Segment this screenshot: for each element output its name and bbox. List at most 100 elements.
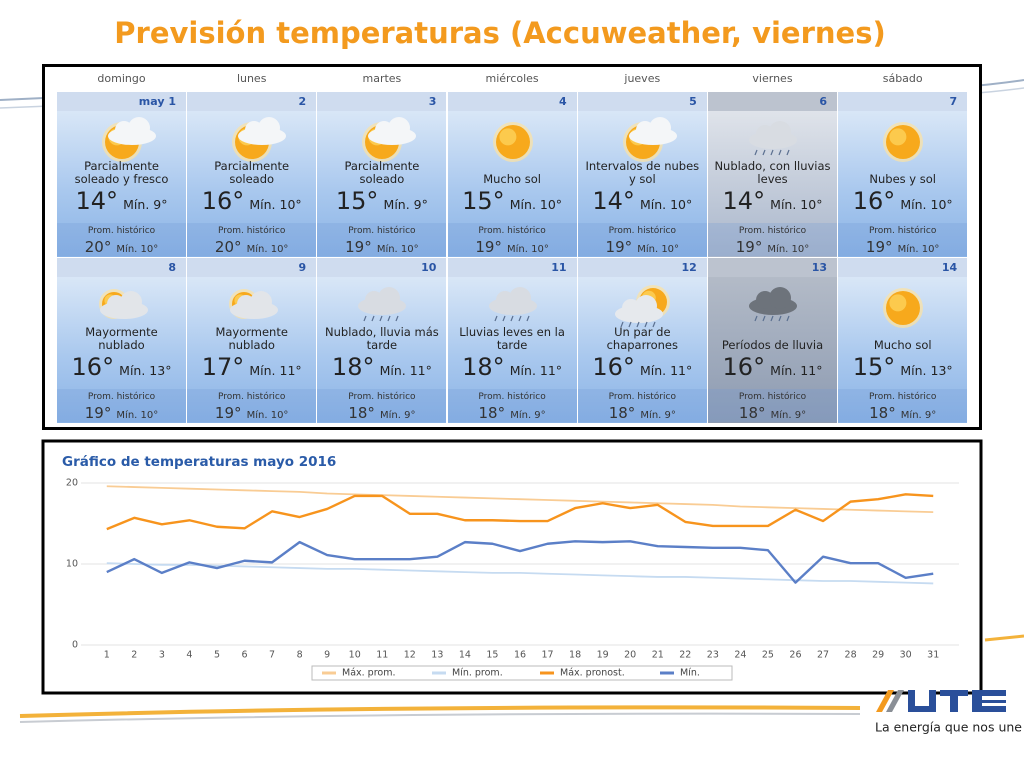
weather-icon-part — [778, 315, 782, 322]
history-label: Prom. histórico — [738, 392, 807, 402]
weather-icon-part — [518, 315, 522, 322]
x-tick-label: 8 — [297, 650, 303, 661]
history-max: 19° — [605, 238, 633, 256]
weekday: sábado — [882, 72, 923, 85]
history-max: 18° — [348, 404, 375, 422]
temperatures: 17° Mín. 11° — [187, 353, 316, 385]
day-cell: may 1 Parcialmente soleado y fresco 14° Mí… — [57, 92, 186, 257]
min-temp: Mín. 11° — [639, 363, 693, 378]
history-min: Mín. 10° — [246, 244, 289, 255]
forecast: Nublado, lluvia más tarde — [325, 325, 439, 352]
x-tick-label: 1 — [104, 650, 110, 661]
temperatures: 18° Mín. 11° — [317, 353, 446, 385]
min-temp: Mín. 13° — [900, 363, 953, 378]
weather-icon-part — [379, 315, 383, 322]
logo-cut — [915, 690, 929, 706]
day-date: 11 — [447, 258, 577, 277]
legend-label: Mín. — [680, 668, 700, 679]
weather-icon-part — [889, 294, 907, 312]
logo-stripe — [886, 690, 904, 712]
weekday: jueves — [624, 72, 661, 85]
temperatures: 14° Mín. 10° — [578, 187, 707, 219]
x-tick-label: 10 — [349, 650, 361, 661]
history-max: 19° — [735, 238, 763, 256]
x-tick-label: 22 — [679, 650, 691, 661]
min-temp: Mín. 11° — [249, 363, 302, 378]
max-temp: 16° — [592, 353, 635, 381]
history-min: Mín. 9° — [510, 410, 546, 421]
weather-icon — [229, 289, 279, 319]
history-label: Prom. histórico — [478, 392, 546, 402]
max-temp: 18° — [331, 353, 375, 381]
chart-frame — [41, 439, 983, 695]
history-label: Prom. histórico — [608, 392, 676, 402]
history-label: Prom. histórico — [218, 226, 286, 236]
logo-block — [972, 690, 1006, 712]
temperatures: 15° Mín. 10° — [448, 187, 577, 219]
x-tick-label: 18 — [569, 650, 581, 661]
x-tick-label: 20 — [624, 650, 636, 661]
weather-icon-part — [769, 121, 791, 143]
min-temp: Mín. 10° — [639, 197, 693, 212]
x-tick-label: 31 — [927, 650, 939, 661]
x-tick-label: 9 — [324, 650, 330, 661]
history-max: 19° — [345, 238, 372, 256]
weather-icon-part — [786, 315, 790, 322]
history-max: 19° — [475, 238, 502, 256]
day-date: 4 — [447, 92, 577, 111]
day-cell: 2 Parcialmente soleado 16° Mín. 10° Prom. h… — [187, 92, 317, 257]
x-tick-label: 7 — [269, 650, 275, 661]
weather-icon-part — [754, 149, 758, 156]
weather-icon — [883, 288, 924, 328]
history-max: 18° — [478, 404, 506, 422]
temperatures: 18° Mín. 11° — [448, 353, 577, 385]
day-date: 9 — [187, 258, 317, 277]
weather-icon — [362, 117, 417, 162]
history-max: 18° — [738, 404, 766, 422]
weather-icon — [749, 287, 797, 322]
day-date: 10 — [317, 258, 447, 277]
min-temp: Mín. 10° — [509, 197, 563, 212]
history-min: Mín. 9° — [900, 410, 937, 421]
history-min: Mín. 10° — [376, 244, 419, 255]
temperatures: 14° Mín. 10° — [708, 187, 837, 219]
weather-icon — [358, 287, 407, 322]
temperatures: 16° Mín. 13° — [57, 353, 186, 385]
weather-icon-part — [652, 321, 656, 328]
max-temp: 17° — [201, 353, 245, 381]
series-line — [106, 485, 934, 514]
weather-icon-part — [889, 128, 907, 146]
x-tick-label: 29 — [872, 650, 884, 661]
weather-icon-part — [628, 321, 632, 328]
history-label: Prom. histórico — [348, 392, 416, 402]
day-date: 2 — [187, 92, 317, 111]
slogan: La energía que nos une — [875, 720, 1022, 735]
history-max: 20° — [84, 238, 112, 256]
day-cell: 10 Nublado, lluvia más tarde 18° Mín. 11° P… — [317, 258, 447, 423]
weather-icon-part — [494, 315, 498, 322]
history: Prom. histórico 19° Mín. 10° — [447, 223, 577, 256]
y-tick-label: 0 — [72, 640, 78, 651]
weather-icon — [614, 285, 670, 328]
history-min: Mín. 10° — [897, 244, 940, 255]
history-max: 18° — [869, 404, 896, 422]
day-cell: 3 Parcialmente soleado 15° Mín. 9° Prom. hi… — [317, 92, 447, 257]
history-min: Mín. 10° — [246, 410, 289, 421]
x-tick-label: 12 — [404, 650, 416, 661]
history-max: 19° — [865, 238, 893, 256]
day-cell: 9 Mayormente nublado 17° Mín. 11° Prom. his… — [187, 258, 317, 423]
logo-cut — [940, 696, 950, 712]
history-label: Prom. histórico — [869, 392, 937, 402]
x-tick-label: 19 — [597, 650, 609, 661]
min-temp: Mín. 11° — [509, 363, 563, 378]
day-cell: 11 Lluvias leves en la tarde 18° Mín. 11° P… — [447, 258, 577, 423]
history-min: Mín. 10° — [767, 244, 810, 255]
forecast: Períodos de lluvia — [721, 338, 824, 352]
decor-line — [19, 705, 861, 718]
forecast: Mayormente nublado — [85, 325, 158, 352]
max-temp: 18° — [462, 353, 505, 381]
y-tick-label: 10 — [66, 559, 78, 570]
max-temp: 14° — [592, 187, 635, 215]
x-tick-label: 13 — [431, 650, 443, 661]
x-tick-label: 2 — [131, 650, 137, 661]
